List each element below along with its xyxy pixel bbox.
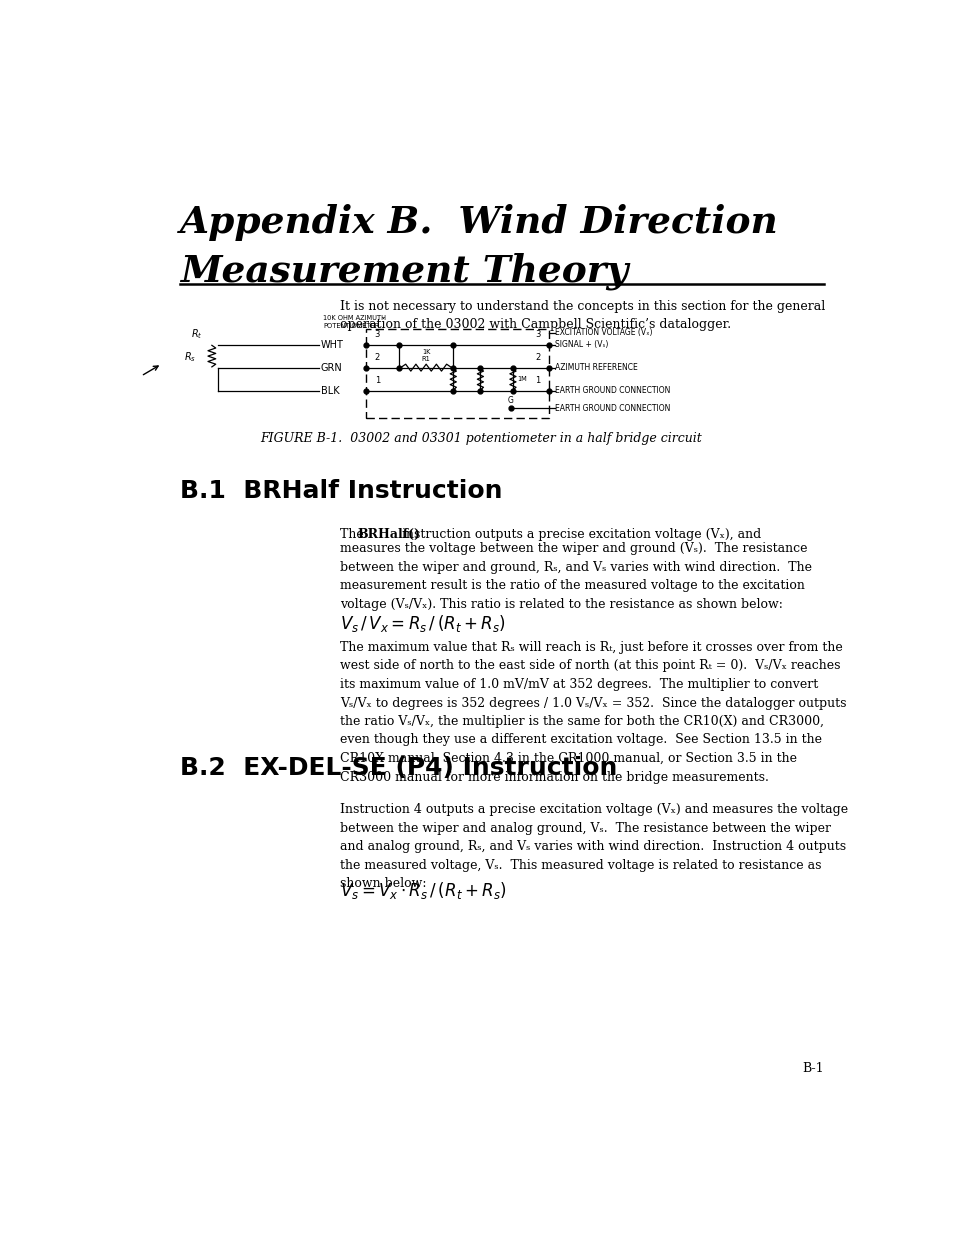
Text: 2: 2 — [535, 353, 539, 362]
Text: R1: R1 — [421, 356, 430, 362]
Text: 3: 3 — [375, 330, 379, 340]
Text: instruction outputs a precise excitation voltage (Vₓ), and: instruction outputs a precise excitation… — [397, 527, 760, 541]
Text: 1M: 1M — [517, 377, 527, 382]
Text: FIGURE B-1.  03002 and 03301 potentiometer in a half bridge circuit: FIGURE B-1. 03002 and 03301 potentiomete… — [259, 431, 700, 445]
Text: Instruction 4 outputs a precise excitation voltage (Vₓ) and measures the voltage: Instruction 4 outputs a precise excitati… — [340, 804, 847, 890]
Text: AZIMUTH REFERENCE: AZIMUTH REFERENCE — [555, 363, 637, 372]
Text: The: The — [340, 527, 368, 541]
Text: EXCITATION VOLTAGE (Vₓ): EXCITATION VOLTAGE (Vₓ) — [555, 329, 652, 337]
Text: 1: 1 — [375, 377, 379, 385]
Text: 1K: 1K — [421, 348, 430, 354]
Text: B.2  EX-DEL-SE (P4) Instruction: B.2 EX-DEL-SE (P4) Instruction — [179, 757, 617, 781]
Text: 10K OHM AZIMUTH
POTENTIOMETER: 10K OHM AZIMUTH POTENTIOMETER — [323, 315, 386, 329]
Text: $R_t$: $R_t$ — [192, 327, 203, 341]
Text: 3: 3 — [535, 330, 539, 340]
Bar — [365, 330, 549, 417]
Text: BLK: BLK — [320, 385, 339, 395]
Text: 1: 1 — [535, 377, 539, 385]
Text: $R_s$: $R_s$ — [183, 350, 195, 364]
Text: EARTH GROUND CONNECTION: EARTH GROUND CONNECTION — [555, 404, 669, 412]
Text: BRHalf(): BRHalf() — [357, 527, 420, 541]
Text: B-1: B-1 — [801, 1062, 822, 1074]
Text: G: G — [507, 395, 513, 405]
Text: EARTH GROUND CONNECTION: EARTH GROUND CONNECTION — [555, 387, 669, 395]
Text: $V_s = V_x \cdot R_s\,/\,(R_t + R_s)$: $V_s = V_x \cdot R_s\,/\,(R_t + R_s)$ — [340, 879, 506, 900]
Text: B.1  BRHalf Instruction: B.1 BRHalf Instruction — [179, 479, 501, 504]
Text: GRN: GRN — [320, 363, 342, 373]
Text: SIGNAL + (Vₛ): SIGNAL + (Vₛ) — [555, 340, 608, 350]
Text: 2: 2 — [375, 353, 379, 362]
Text: $V_s\,/\,V_x = R_s\,/\,(R_t + R_s)$: $V_s\,/\,V_x = R_s\,/\,(R_t + R_s)$ — [340, 613, 505, 634]
Text: Measurement Theory: Measurement Theory — [179, 252, 627, 290]
Text: The maximum value that Rₛ will reach is Rₜ, just before it crosses over from the: The maximum value that Rₛ will reach is … — [340, 641, 845, 783]
Text: WHT: WHT — [320, 340, 343, 350]
Text: It is not necessary to understand the concepts in this section for the general
o: It is not necessary to understand the co… — [340, 300, 824, 331]
Text: Appendix B.  Wind Direction: Appendix B. Wind Direction — [179, 205, 778, 241]
Text: measures the voltage between the wiper and ground (Vₛ).  The resistance
between : measures the voltage between the wiper a… — [340, 542, 811, 610]
